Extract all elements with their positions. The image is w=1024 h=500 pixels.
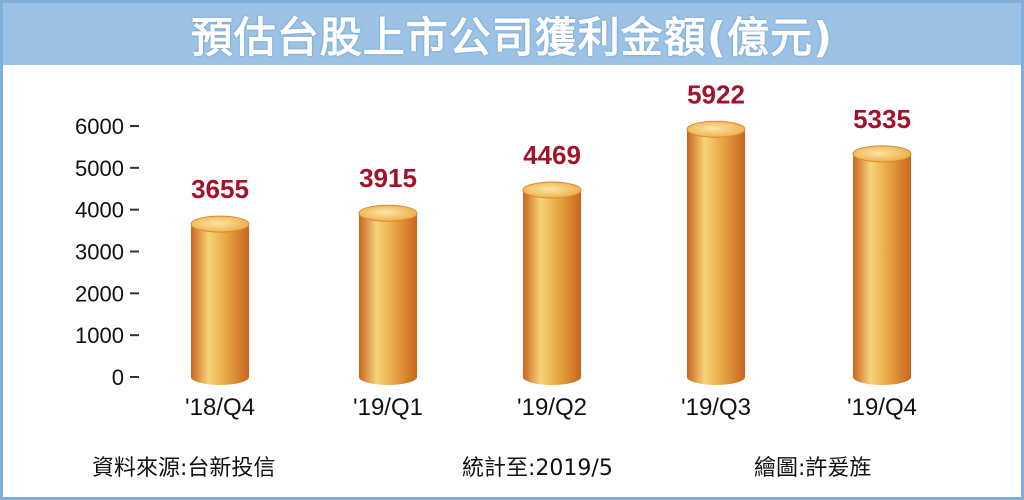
category-label: '19/Q3 [681, 394, 751, 421]
bar-base [191, 369, 249, 385]
bar-body [687, 129, 745, 377]
bar-body [359, 213, 417, 377]
y-tick-label: 1000 [75, 323, 124, 348]
bar-base [523, 369, 581, 385]
bar-body [523, 190, 581, 377]
bar-base [359, 369, 417, 385]
bars [190, 120, 912, 385]
category-label: '19/Q4 [847, 394, 917, 421]
bar [358, 204, 418, 385]
y-axis: 0 1000 2000 3000 4000 5000 6000 [75, 114, 139, 390]
category-labels: '18/Q4 '19/Q1 '19/Q2 '19/Q3 '19/Q4 [185, 394, 917, 421]
title-bar: 預估台股上市公司獲利金額(億元) [3, 3, 1021, 65]
category-label: '19/Q2 [517, 394, 587, 421]
category-label: '18/Q4 [185, 394, 255, 421]
value-label: 3655 [191, 174, 249, 204]
y-tick-label: 0 [112, 365, 124, 390]
bar [852, 145, 912, 385]
bar-body [191, 224, 249, 377]
bar-cap [852, 145, 912, 163]
value-labels: 3655 3915 4469 5922 5335 [191, 79, 911, 204]
category-label: '19/Q1 [353, 394, 423, 421]
artist-credit: 繪圖:許爰旌 [754, 456, 872, 481]
value-label: 5922 [687, 79, 745, 109]
bar-cap [522, 181, 582, 199]
bar [686, 120, 746, 385]
bar-cap [686, 120, 746, 138]
value-label: 5335 [853, 104, 911, 134]
y-tick-label: 4000 [75, 198, 124, 223]
bar-body [853, 153, 911, 377]
y-tick-label: 5000 [75, 156, 124, 181]
stats-date-note: 統計至:2019/5 [462, 456, 613, 481]
chart-title: 預估台股上市公司獲利金額(億元) [190, 12, 834, 62]
y-tick-label: 2000 [75, 281, 124, 306]
value-label: 4469 [523, 140, 581, 170]
bar-base [853, 369, 911, 385]
bar [190, 215, 250, 385]
bar-cap [358, 204, 418, 222]
y-tick-label: 6000 [75, 114, 124, 139]
y-tick-label: 3000 [75, 240, 124, 265]
bar [522, 181, 582, 385]
source-note: 資料來源:台新投信 [92, 456, 276, 481]
bar-base [687, 369, 745, 385]
bar-cap [190, 215, 250, 233]
value-label: 3915 [359, 163, 417, 193]
